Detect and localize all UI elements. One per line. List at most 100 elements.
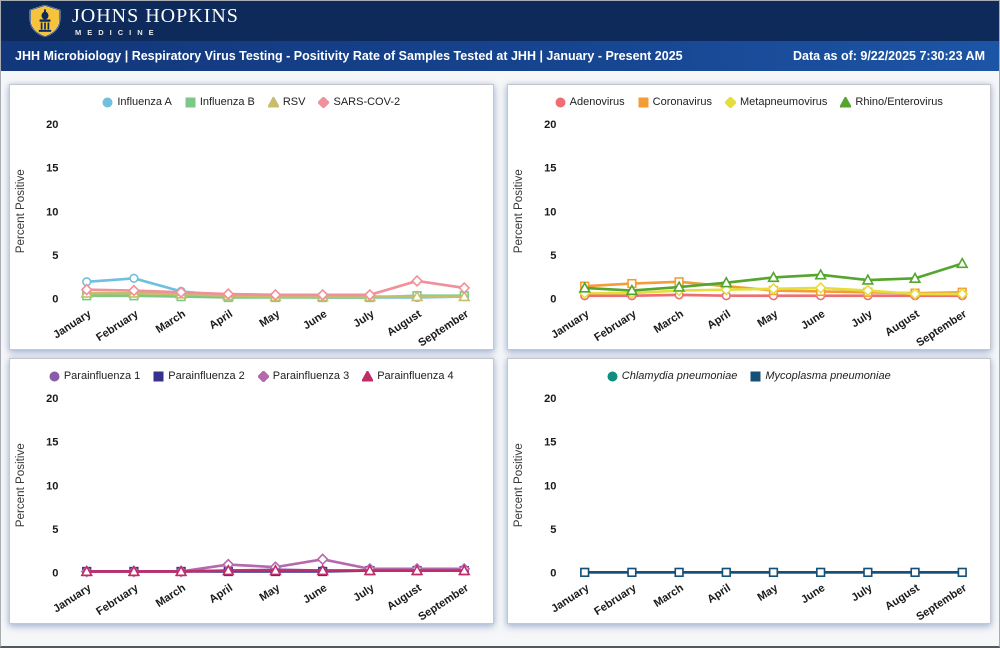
legend-parainfluenza: Parainfluenza 1 Parainfluenza 2 Parainflue… [10,366,493,386]
circle-marker-icon [102,97,113,107]
legend-influenza-rsv-sars: Influenza A Influenza B RSV SARS-COV-2 [10,92,493,112]
legend-label: Mycoplasma pneumoniae [765,370,891,382]
circle-marker-icon [129,273,139,283]
y-tick-label: 10 [46,206,58,218]
x-tick-label: July [351,582,377,605]
circle-marker-icon [555,97,566,107]
x-tick-label: June [301,308,329,332]
legend-label: Parainfluenza 3 [272,370,350,382]
chart-grid: Influenza A Influenza B RSV SARS-COV-2 0 5 10 1… [1,71,999,646]
legend-item-parainfluenza-2[interactable]: Parainfluenza 2 [153,370,245,382]
legend-item-parainfluenza-3[interactable]: Parainfluenza 3 [257,370,350,382]
y-axis-label: Percent Positive [512,169,525,253]
x-tick-label: August [883,582,922,613]
legend-item-influenza-b[interactable]: Influenza B [185,96,255,108]
legend-label: Parainfluenza 2 [168,370,245,382]
y-tick-label: 15 [46,163,58,175]
y-tick-label: 0 [550,567,556,579]
triangle-marker-icon [362,370,374,381]
y-tick-label: 5 [52,250,58,262]
x-tick-label: May [755,582,780,604]
x-tick-label: February [94,308,141,344]
positivity-chart-influenza-rsv-sars: 0 5 10 15 20 Percent Positive January February M… [14,119,471,349]
y-tick-label: 20 [46,393,58,405]
diamond-marker-icon [861,284,874,297]
diamond-marker-icon [316,553,329,566]
square-marker-icon [673,567,684,578]
title-band: JHH Microbiology | Respiratory Virus Tes… [1,41,999,71]
diamond-legend-icon [257,370,269,382]
triangle-marker-icon [719,276,733,288]
legend-item-metapneumovirus[interactable]: Metapneumovirus [724,96,827,108]
triangle-marker-icon [861,273,874,285]
x-tick-label: March [154,308,188,336]
square-legend-icon [153,370,164,381]
diamond-legend-icon [318,96,330,108]
brand-name: JOHNS HOPKINS [72,4,239,27]
positivity-chart-atypical-pneumonia: 0 5 10 15 20 Percent Positive January February M… [512,393,969,623]
legend-item-influenza-a[interactable]: Influenza A [102,96,172,108]
legend-item-parainfluenza-4[interactable]: Parainfluenza 4 [362,370,454,382]
diamond-marker-icon [269,288,282,301]
legend-adeno-corona-metapneumo-rhino: Adenovirus Coronavirus Metapneumovirus Rhin… [508,92,991,112]
legend-label: Influenza A [117,96,172,108]
y-tick-label: 15 [544,437,556,449]
triangle-marker-icon [80,564,93,577]
y-tick-label: 10 [46,480,58,492]
y-tick-label: 20 [544,119,556,131]
legend-label: RSV [282,96,306,108]
diamond-marker-icon [257,370,269,382]
x-tick-label: July [849,308,875,331]
square-legend-icon [750,370,761,381]
triangle-marker-icon [363,564,377,576]
triangle-marker-icon [267,96,279,107]
x-tick-label: April [207,308,235,332]
y-tick-label: 0 [52,293,58,305]
legend-item-chlamydia-pneumoniae[interactable]: Chlamydia pneumoniae [607,370,737,382]
x-tick-label: June [301,582,329,606]
legend-item-rsv[interactable]: RSV [267,96,306,108]
x-tick-label: July [351,308,377,331]
triangle-legend-icon [840,96,852,107]
legend-item-sars-cov-2[interactable]: SARS-COV-2 [318,96,400,108]
square-marker-icon [185,96,196,107]
diamond-marker-icon [411,274,424,287]
card-parainfluenza: Parainfluenza 1 Parainfluenza 2 Parainflue… [9,358,494,624]
square-marker-icon [862,567,872,578]
x-tick-label: May [258,308,283,330]
diamond-marker-icon [316,288,329,301]
card-influenza-rsv-sars: Influenza A Influenza B RSV SARS-COV-2 0 5 10 1… [9,84,494,350]
legend-item-rhino-enterovirus[interactable]: Rhino/Enterovirus [840,96,943,108]
legend-label: Parainfluenza 4 [377,370,454,382]
brand-band: JOHNS HOPKINS MEDICINE [1,1,999,41]
triangle-marker-icon [577,281,591,293]
x-tick-label: January [549,308,592,342]
legend-item-adenovirus[interactable]: Adenovirus [555,96,625,108]
legend-label: Coronavirus [652,96,712,108]
y-tick-label: 0 [550,293,556,305]
triangle-legend-icon [267,96,279,107]
johns-hopkins-logo: JOHNS HOPKINS MEDICINE [28,4,239,38]
square-marker-icon [815,567,825,578]
diamond-marker-icon [908,287,921,301]
diamond-marker-icon [766,282,779,295]
legend-item-mycoplasma-pneumoniae[interactable]: Mycoplasma pneumoniae [750,370,891,382]
x-tick-label: August [883,308,922,339]
triangle-marker-icon [410,564,424,576]
triangle-marker-icon [840,96,852,107]
x-tick-label: September [416,582,471,623]
x-tick-label: April [207,582,235,606]
triangle-marker-icon [174,564,188,577]
square-marker-icon [768,567,778,578]
triangle-marker-icon [458,290,471,302]
positivity-chart-parainfluenza: 0 5 10 15 20 Percent Positive January February M… [14,393,471,623]
card-atypical-pneumonia: Chlamydia pneumoniae Mycoplasma pneumonia… [506,358,991,624]
diamond-marker-icon [318,96,330,108]
legend-item-coronavirus[interactable]: Coronavirus [638,96,712,108]
x-tick-label: August [385,308,424,339]
x-tick-label: September [914,582,969,623]
x-tick-label: August [385,582,424,613]
legend-item-parainfluenza-1[interactable]: Parainfluenza 1 [49,370,140,382]
square-legend-icon [638,96,649,107]
